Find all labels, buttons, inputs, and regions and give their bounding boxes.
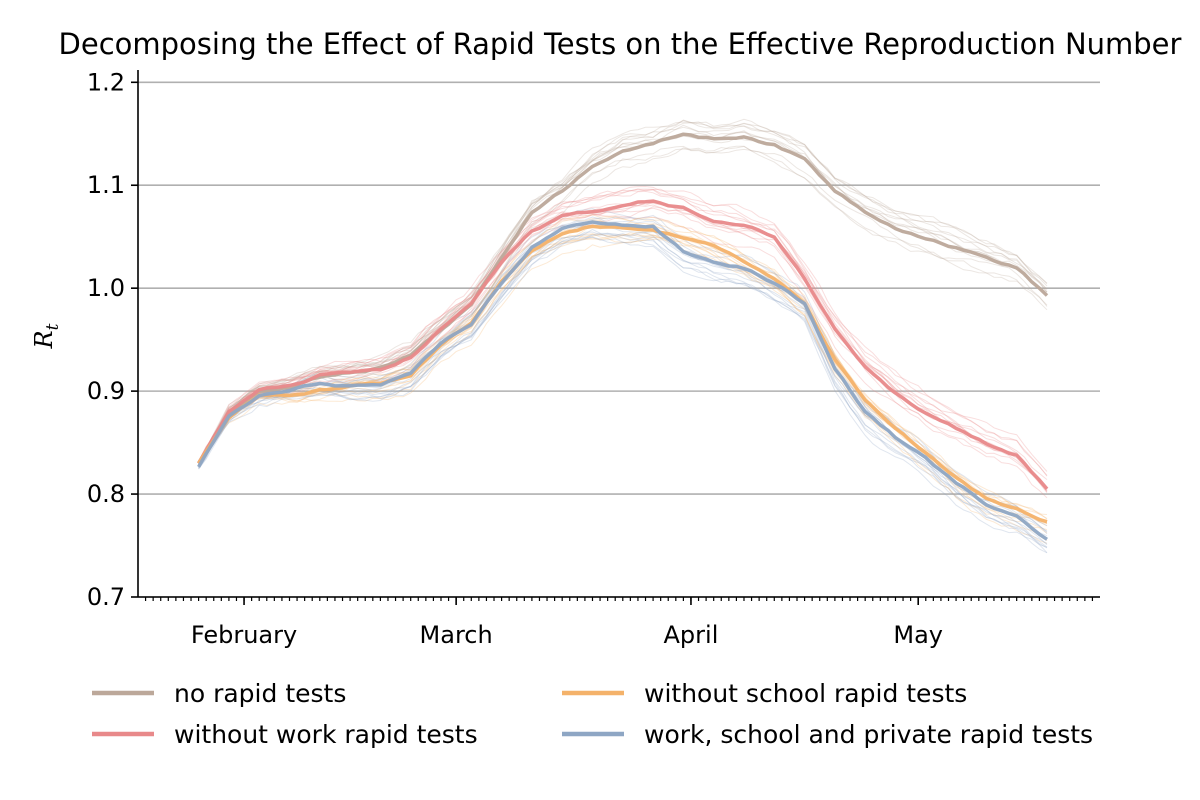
simulation-run-line	[198, 121, 1048, 465]
simulation-run-line	[198, 121, 1048, 466]
legend: no rapid tests without work rapid tests wi…	[92, 679, 1093, 749]
x-tick-label: February	[191, 621, 297, 649]
simulation-run-line	[198, 207, 1048, 493]
y-tick-label: 0.7	[87, 583, 125, 611]
chart-title: Decomposing the Effect of Rapid Tests on…	[59, 27, 1182, 61]
x-tick-label: May	[893, 621, 943, 649]
simulation-run-line	[198, 236, 1048, 542]
legend-label: without school rapid tests	[644, 679, 967, 708]
series-lines	[197, 132, 1049, 541]
y-tick-label: 0.8	[87, 480, 125, 508]
simulation-run-line	[198, 236, 1048, 554]
simulation-run-line	[198, 119, 1048, 464]
simulation-run-line	[198, 201, 1048, 492]
simulation-run-line	[198, 207, 1048, 527]
y-axis-label-main: R	[30, 330, 58, 349]
y-tick-label: 0.9	[87, 377, 125, 405]
simulation-run-line	[198, 228, 1048, 548]
simulation-run-line	[198, 145, 1048, 467]
axes: 0.7 0.8 0.9 1.0 1.1 1.2 February March April May	[87, 68, 1100, 649]
simulation-run-line	[198, 190, 1048, 477]
legend-label: without work rapid tests	[174, 720, 478, 749]
simulation-run-line	[198, 130, 1048, 465]
simulation-run-line	[198, 232, 1048, 554]
simulation-run-line	[198, 145, 1048, 462]
simulation-run-line	[198, 124, 1048, 462]
y-axis-label: Rt	[30, 323, 63, 349]
series-line-3	[197, 224, 1048, 524]
simulation-band-lines	[198, 118, 1048, 554]
simulation-run-line	[198, 147, 1048, 465]
legend-label: no rapid tests	[174, 679, 346, 708]
simulation-run-line	[198, 221, 1048, 537]
simulation-run-line	[198, 216, 1048, 499]
simulation-run-line	[198, 236, 1048, 548]
simulation-run-line	[198, 233, 1048, 525]
simulation-run-line	[198, 118, 1048, 464]
simulation-run-line	[198, 200, 1048, 490]
simulation-run-line	[198, 126, 1048, 465]
series-line-2	[197, 199, 1049, 491]
series-line-1	[197, 132, 1049, 465]
simulation-run-line	[198, 189, 1048, 488]
series-line-4	[197, 220, 1048, 541]
simulation-run-line	[198, 185, 1048, 476]
y-axis-label-subscript: t	[43, 323, 63, 330]
simulation-run-line	[198, 238, 1048, 544]
y-tick-label: 1.0	[87, 274, 125, 302]
x-tick-label: March	[420, 621, 493, 649]
y-tick-label: 1.1	[87, 171, 125, 199]
simulation-run-line	[198, 232, 1048, 531]
legend-label: work, school and private rapid tests	[644, 720, 1093, 749]
simulation-run-line	[198, 232, 1048, 549]
simulation-run-line	[198, 215, 1048, 523]
gridlines	[138, 81, 1100, 598]
simulation-run-line	[198, 216, 1048, 533]
simulation-run-line	[198, 231, 1048, 545]
y-tick-label: 1.2	[87, 68, 125, 96]
x-tick-label: April	[664, 621, 719, 649]
simulation-run-line	[198, 188, 1048, 472]
